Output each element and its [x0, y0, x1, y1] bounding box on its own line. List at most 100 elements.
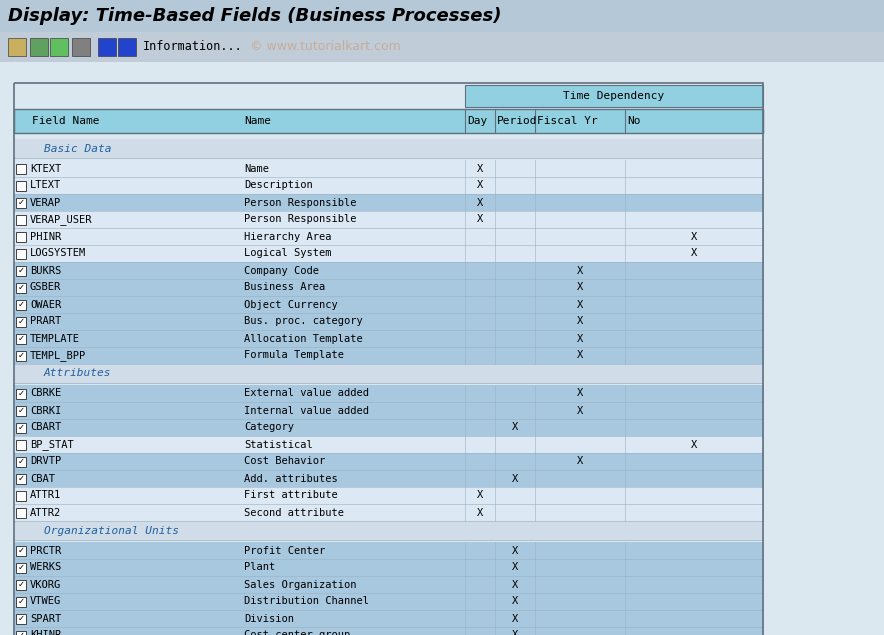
Text: Profit Center: Profit Center	[244, 545, 325, 556]
Text: VTWEG: VTWEG	[30, 596, 61, 606]
Text: Allocation Template: Allocation Template	[244, 333, 362, 344]
Text: CBRKE: CBRKE	[30, 389, 61, 399]
Text: ✓: ✓	[18, 457, 25, 466]
Bar	[16, 300, 26, 309]
Bar	[14, 330, 763, 347]
Text: X: X	[691, 248, 697, 258]
Bar	[16, 545, 26, 556]
Text: Time Dependency: Time Dependency	[563, 91, 665, 101]
Bar	[14, 194, 763, 211]
Text: BP_STAT: BP_STAT	[30, 439, 73, 450]
Text: Cost Behavior: Cost Behavior	[244, 457, 325, 467]
Bar	[14, 610, 763, 627]
Text: X: X	[577, 457, 583, 467]
Text: X: X	[577, 351, 583, 361]
Text: X: X	[577, 283, 583, 293]
Text: X: X	[476, 180, 484, 190]
Bar	[16, 439, 26, 450]
Bar	[14, 211, 763, 228]
Text: VERAP_USER: VERAP_USER	[30, 214, 93, 225]
Bar	[0, 32, 884, 62]
Bar	[16, 507, 26, 518]
Text: X: X	[577, 300, 583, 309]
Text: © www.tutorialkart.com: © www.tutorialkart.com	[250, 41, 400, 53]
Bar	[14, 313, 763, 330]
Bar	[16, 580, 26, 589]
Text: LTEXT: LTEXT	[30, 180, 61, 190]
Bar	[14, 160, 763, 177]
Text: X: X	[512, 563, 518, 573]
Text: KHINR: KHINR	[30, 631, 61, 635]
Text: Organizational Units: Organizational Units	[44, 526, 179, 535]
Bar	[14, 109, 763, 133]
Text: X: X	[476, 507, 484, 518]
Bar	[16, 232, 26, 241]
Bar	[14, 453, 763, 470]
Bar	[16, 197, 26, 208]
Bar	[16, 631, 26, 635]
Bar	[14, 296, 763, 313]
Text: Statistical: Statistical	[244, 439, 313, 450]
Text: ✓: ✓	[18, 580, 25, 589]
Text: Formula Template: Formula Template	[244, 351, 344, 361]
Bar	[16, 248, 26, 258]
Text: ✓: ✓	[18, 406, 25, 415]
Bar	[16, 563, 26, 573]
Bar	[16, 406, 26, 415]
Text: Distribution Channel: Distribution Channel	[244, 596, 369, 606]
Text: VKORG: VKORG	[30, 580, 61, 589]
Text: X: X	[512, 545, 518, 556]
Text: CBRKI: CBRKI	[30, 406, 61, 415]
Text: ✓: ✓	[18, 266, 25, 275]
Text: Name: Name	[244, 116, 271, 126]
Text: ✓: ✓	[18, 351, 25, 360]
Text: X: X	[691, 232, 697, 241]
Bar	[98, 38, 116, 56]
Text: ✓: ✓	[18, 300, 25, 309]
Bar	[14, 470, 763, 487]
Bar	[16, 613, 26, 624]
Bar	[16, 163, 26, 173]
Text: Company Code: Company Code	[244, 265, 319, 276]
Text: ✓: ✓	[18, 283, 25, 292]
Text: DRVTP: DRVTP	[30, 457, 61, 467]
Bar	[14, 262, 763, 279]
Text: TEMPL_BPP: TEMPL_BPP	[30, 350, 87, 361]
Text: BUKRS: BUKRS	[30, 265, 61, 276]
Text: X: X	[512, 580, 518, 589]
Text: PRART: PRART	[30, 316, 61, 326]
Bar	[14, 279, 763, 296]
Text: X: X	[512, 422, 518, 432]
Text: Name: Name	[244, 163, 269, 173]
Text: ✓: ✓	[18, 317, 25, 326]
Text: X: X	[691, 439, 697, 450]
Bar	[16, 596, 26, 606]
Bar	[72, 38, 90, 56]
Text: External value added: External value added	[244, 389, 369, 399]
Text: TEMPLATE: TEMPLATE	[30, 333, 80, 344]
Text: Business Area: Business Area	[244, 283, 325, 293]
Bar	[14, 402, 763, 419]
Text: Person Responsible: Person Responsible	[244, 197, 356, 208]
Bar	[16, 283, 26, 293]
Text: Day: Day	[467, 116, 487, 126]
Text: Bus. proc. category: Bus. proc. category	[244, 316, 362, 326]
Bar	[14, 364, 763, 383]
Text: Hierarchy Area: Hierarchy Area	[244, 232, 332, 241]
Bar	[14, 419, 763, 436]
Text: X: X	[577, 389, 583, 399]
Text: Add. attributes: Add. attributes	[244, 474, 338, 483]
Text: Field Name: Field Name	[32, 116, 100, 126]
Text: Person Responsible: Person Responsible	[244, 215, 356, 225]
Text: X: X	[577, 265, 583, 276]
Bar	[14, 576, 763, 593]
Text: First attribute: First attribute	[244, 490, 338, 500]
Text: Plant: Plant	[244, 563, 275, 573]
Text: VERAP: VERAP	[30, 197, 61, 208]
Bar	[16, 215, 26, 225]
Text: CBART: CBART	[30, 422, 61, 432]
Text: PRCTR: PRCTR	[30, 545, 61, 556]
Text: Category: Category	[244, 422, 294, 432]
Text: Second attribute: Second attribute	[244, 507, 344, 518]
Text: Period: Period	[497, 116, 537, 126]
